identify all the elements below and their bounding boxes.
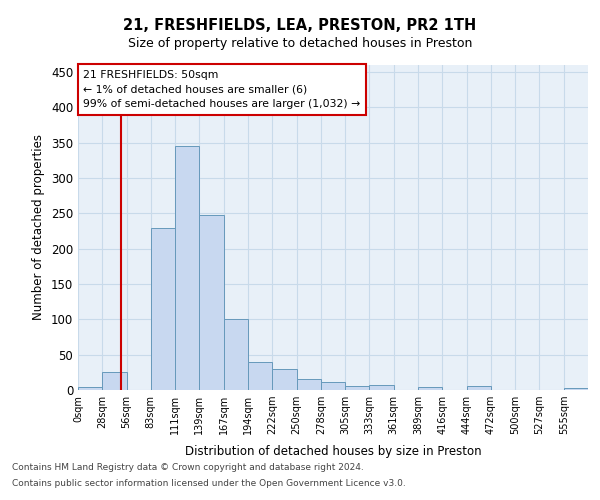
Bar	[345, 386, 370, 390]
Bar	[78, 387, 102, 390]
Text: 21, FRESHFIELDS, LEA, PRESTON, PR2 1TH: 21, FRESHFIELDS, LEA, PRESTON, PR2 1TH	[124, 18, 476, 32]
Y-axis label: Number of detached properties: Number of detached properties	[32, 134, 46, 320]
Bar	[272, 369, 296, 390]
X-axis label: Distribution of detached houses by size in Preston: Distribution of detached houses by size …	[185, 446, 481, 458]
Bar	[321, 382, 345, 390]
Bar	[175, 146, 199, 390]
Bar	[248, 362, 272, 390]
Bar	[199, 216, 224, 390]
Bar	[224, 318, 248, 390]
Bar	[418, 387, 442, 390]
Bar	[564, 388, 588, 390]
Text: Contains public sector information licensed under the Open Government Licence v3: Contains public sector information licen…	[12, 478, 406, 488]
Text: 21 FRESHFIELDS: 50sqm
← 1% of detached houses are smaller (6)
99% of semi-detach: 21 FRESHFIELDS: 50sqm ← 1% of detached h…	[83, 70, 361, 110]
Text: Contains HM Land Registry data © Crown copyright and database right 2024.: Contains HM Land Registry data © Crown c…	[12, 464, 364, 472]
Bar	[296, 380, 321, 390]
Bar	[102, 372, 127, 390]
Bar	[370, 385, 394, 390]
Text: Size of property relative to detached houses in Preston: Size of property relative to detached ho…	[128, 38, 472, 51]
Bar	[467, 386, 491, 390]
Bar	[151, 228, 175, 390]
